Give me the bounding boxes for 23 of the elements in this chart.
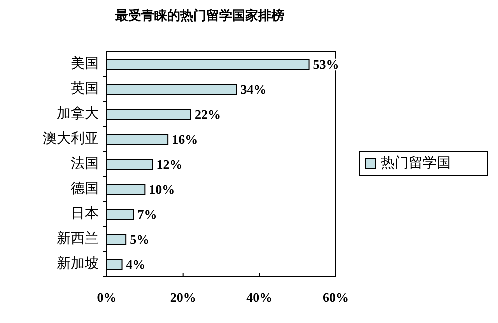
data-label: 12% xyxy=(156,157,183,172)
legend-label: 热门留学国 xyxy=(381,156,451,172)
x-tick-label: 60% xyxy=(323,290,349,305)
y-tick-label: 新加坡 xyxy=(57,256,99,272)
y-tick-label: 法国 xyxy=(71,156,99,172)
data-label: 7% xyxy=(138,207,158,222)
data-label: 34% xyxy=(240,82,267,97)
y-tick-label: 美国 xyxy=(71,56,99,72)
data-label: 22% xyxy=(194,107,221,122)
y-tick-label: 德国 xyxy=(71,181,99,197)
y-tick-label: 澳大利亚 xyxy=(43,131,99,147)
y-tick-label: 加拿大 xyxy=(57,106,99,122)
x-tick-label: 20% xyxy=(170,290,196,305)
y-tick-label: 日本 xyxy=(71,206,99,222)
data-label: 5% xyxy=(130,232,150,247)
y-tick-label: 新西兰 xyxy=(57,231,99,247)
data-label: 4% xyxy=(126,257,146,272)
data-label: 16% xyxy=(172,132,198,147)
data-label: 10% xyxy=(149,182,176,197)
x-tick-label: 40% xyxy=(246,290,273,305)
chart-title: 最受青睐的热门留学国家排榜 xyxy=(114,8,284,23)
x-tick-label: 0% xyxy=(97,290,117,305)
y-tick-label: 英国 xyxy=(71,81,99,97)
